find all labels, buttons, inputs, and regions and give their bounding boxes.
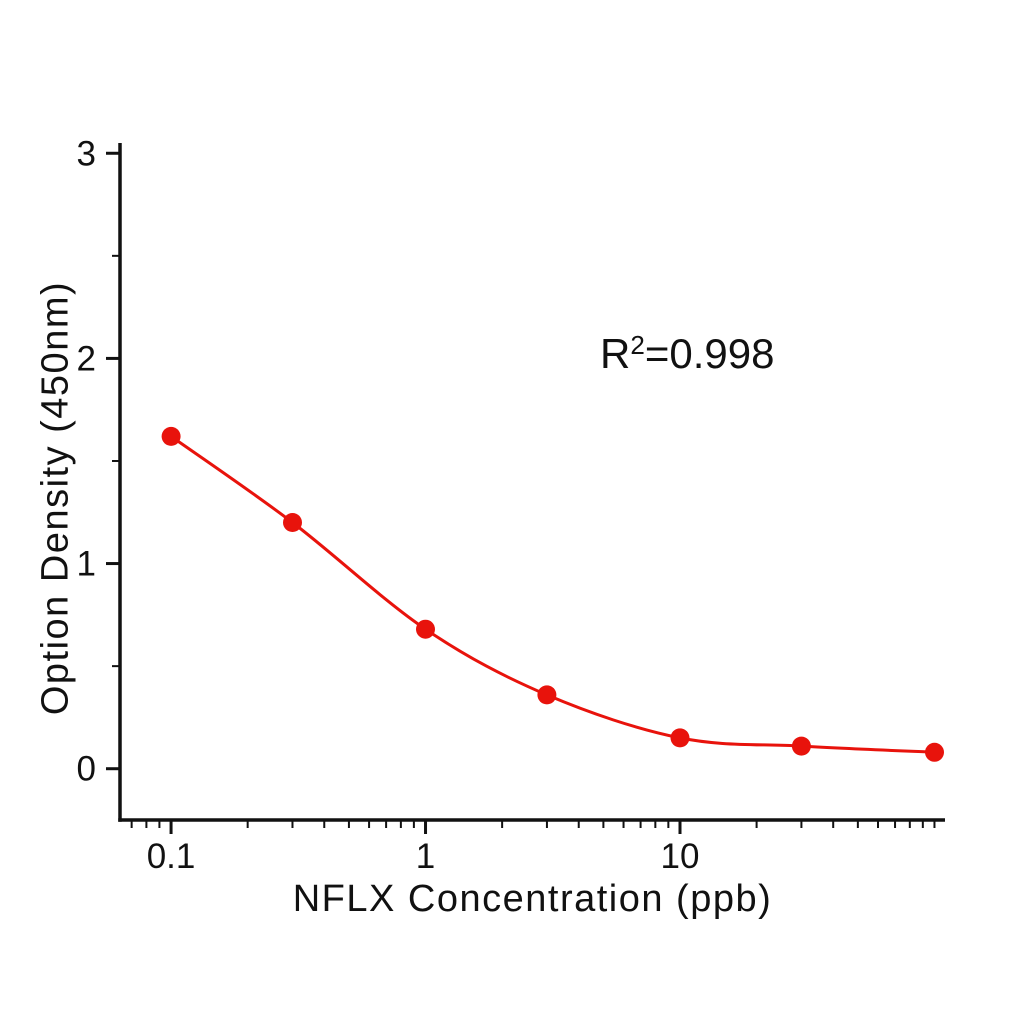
x-tick-label: 0.1: [147, 837, 196, 876]
y-tick-label: 3: [77, 134, 96, 173]
data-point-marker: [537, 685, 557, 705]
data-point-marker: [161, 426, 181, 446]
data-point-marker: [925, 742, 944, 762]
x-tick-label: 10: [661, 837, 700, 876]
y-tick-label: 1: [77, 545, 96, 584]
y-tick-label: 2: [77, 339, 96, 378]
data-point-marker: [791, 736, 811, 756]
data-point-marker: [670, 728, 690, 748]
data-point-marker: [283, 513, 302, 532]
x-tick-label: 1: [416, 837, 435, 876]
fitted-curve: [169, 434, 936, 754]
data-point-marker: [416, 619, 435, 639]
r-squared-annotation: R2=0.998: [600, 330, 774, 378]
y-tick-label: 0: [77, 750, 96, 789]
r-squared-value: =0.998: [644, 330, 775, 377]
r-squared-base: R: [600, 330, 631, 377]
r-squared-superscript: 2: [630, 330, 645, 360]
y-axis-title: Option Density (450nm): [34, 280, 77, 716]
x-axis-title: NFLX Concentration (ppb): [292, 878, 773, 920]
